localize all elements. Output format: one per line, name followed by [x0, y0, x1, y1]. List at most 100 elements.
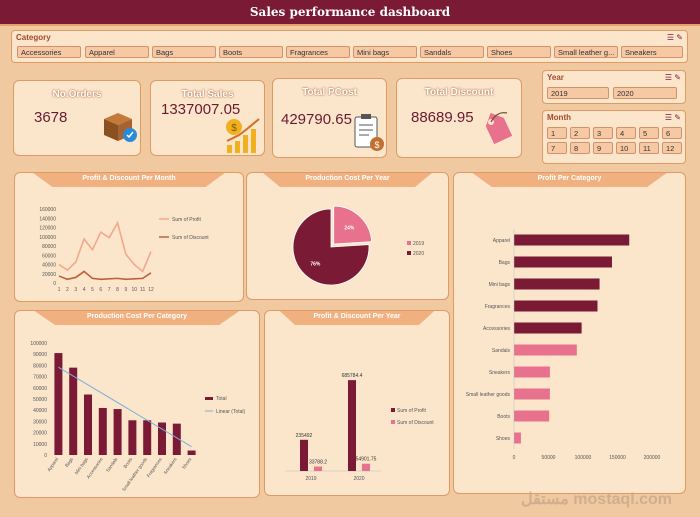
legend-swatch	[391, 408, 395, 412]
chart-title: Profit Per Category	[537, 175, 602, 182]
year-chip[interactable]: 2020	[613, 87, 677, 99]
bar	[348, 380, 356, 471]
bar-data-label: 33788.2	[309, 460, 327, 466]
legend-swatch	[407, 241, 411, 245]
y-tick-label: 40000	[33, 408, 47, 414]
x-tick-label: 2	[66, 287, 69, 293]
category-label: Small leather goods	[466, 392, 511, 398]
bar-chart: 0 10000 20000 30000 40000 50000 60000 70000 8000…	[30, 341, 245, 492]
x-tick-label: 0	[513, 455, 516, 461]
watermark: مستقل mostaql.com	[520, 491, 672, 508]
x-tick-label: 7	[108, 287, 111, 293]
month-chip[interactable]: 10	[616, 142, 636, 154]
bar	[514, 410, 550, 422]
panel-header: Profit & Discount Per Month	[33, 173, 225, 187]
slicer-filter-icons[interactable]: ☰ ✎	[664, 113, 681, 122]
legend-label: 2020	[413, 251, 424, 257]
bar-data-label: 54901.75	[356, 457, 377, 463]
month-chip[interactable]: 1	[547, 127, 567, 139]
y-tick-label: 80000	[42, 244, 56, 250]
category-chip[interactable]: Accessories	[17, 46, 81, 58]
category-label: Accessories	[483, 326, 510, 332]
price-tag-icon	[485, 112, 513, 145]
y-tick-label: 0	[53, 281, 56, 287]
category-chip[interactable]: Shoes	[487, 46, 551, 58]
month-chip[interactable]: 12	[662, 142, 682, 154]
bar	[54, 353, 63, 455]
category-label: Sandals	[105, 456, 119, 473]
category-chip[interactable]: Sandals	[420, 46, 484, 58]
month-chip[interactable]: 2	[570, 127, 590, 139]
x-tick-label: 12	[148, 287, 154, 293]
panel-production-cost-year: Production Cost Per Year 24% 2019 76% 2020	[246, 172, 449, 300]
category-chip[interactable]: Apparel	[85, 46, 149, 58]
panel-header: Production Cost Per Category	[34, 311, 240, 325]
bar	[187, 450, 196, 455]
bar	[362, 463, 370, 471]
y-tick-label: 20000	[42, 272, 56, 278]
category-label: Sneakers	[489, 370, 511, 376]
x-tick-label: 8	[116, 287, 119, 293]
month-chip[interactable]: 7	[547, 142, 567, 154]
bar	[514, 278, 600, 290]
bar	[514, 234, 630, 246]
category-chip[interactable]: Boots	[219, 46, 283, 58]
category-chip[interactable]: Sneakers	[621, 46, 683, 58]
chart-title: Production Cost Per Year	[305, 175, 390, 182]
slicer-filter-icons[interactable]: ☰ ✎	[666, 33, 683, 42]
kpi-value: 429790.65	[281, 111, 352, 128]
category-chip[interactable]: Fragrances	[286, 46, 350, 58]
y-tick-label: 120000	[39, 226, 56, 232]
chart-title: Profit & Discount Per Month	[82, 175, 176, 182]
panel-header: Profit & Discount Per Year	[279, 311, 435, 325]
x-tick-label: 11	[140, 287, 145, 293]
category-chip[interactable]: Mini bags	[353, 46, 417, 58]
pie-slice	[292, 208, 370, 286]
year-chip[interactable]: 2019	[547, 87, 609, 99]
kpi-discount-card: Total Discount 88689.95	[396, 78, 522, 158]
panel-profit-discount-month: Profit & Discount Per Month 0 20000 40000 6…	[14, 172, 244, 302]
slicer-filter-icons[interactable]: ☰ ✎	[664, 73, 681, 82]
bar	[514, 432, 521, 444]
x-tick-label: 200000	[644, 455, 661, 461]
x-tick-label: 2019	[305, 476, 316, 482]
category-label: Shoes	[181, 456, 193, 470]
grouped-bar-chart: 235492 33788.2 2019 685784.4 54901.75 2020 Sum…	[285, 373, 434, 482]
bar	[514, 344, 577, 356]
category-chip[interactable]: Bags	[152, 46, 216, 58]
y-tick-label: 100000	[39, 235, 56, 241]
legend-label: Sum of Profit	[172, 217, 202, 223]
month-chip[interactable]: 6	[662, 127, 682, 139]
category-label: Fragrances	[146, 456, 164, 478]
box-check-icon	[104, 113, 137, 142]
kpi-value: 88689.95	[411, 109, 474, 126]
bar	[514, 256, 612, 268]
bar	[172, 423, 181, 455]
panel-header: Production Cost Per Year	[263, 173, 432, 187]
month-chip[interactable]: 3	[593, 127, 613, 139]
slice-data-label: 76%	[310, 262, 321, 268]
month-chip[interactable]: 4	[616, 127, 636, 139]
month-chip[interactable]: 11	[639, 142, 659, 154]
page-title: Sales performance dashboard	[249, 5, 451, 19]
month-chip[interactable]: 9	[593, 142, 613, 154]
y-tick-label: 80000	[33, 363, 47, 369]
month-chip[interactable]: 8	[570, 142, 590, 154]
category-label: Mini bags	[74, 456, 90, 475]
panel-production-cost-category: Production Cost Per Category 0 10000 20000…	[14, 310, 260, 498]
kpi-title: No.Orders	[52, 89, 102, 100]
year-slicer: Year ☰ ✎ 2019 2020	[542, 70, 686, 104]
y-tick-label: 140000	[39, 216, 56, 222]
legend-swatch	[205, 397, 213, 400]
panel-profit-category: Profit Per Category Apparel Bags Mini bags…	[453, 172, 686, 494]
category-label: Fragrances	[485, 304, 511, 310]
category-label: Sandals	[492, 348, 511, 354]
month-chip[interactable]: 5	[639, 127, 659, 139]
category-chip[interactable]: Small leather g...	[554, 46, 618, 58]
trendline	[58, 366, 192, 448]
y-tick-label: 100000	[30, 341, 47, 347]
horizontal-bar-chart: Apparel Bags Mini bags Fragrances Accessorie…	[466, 229, 661, 461]
bar	[314, 466, 322, 471]
month-slicer: Month ☰ ✎ 1 2 3 4 5 6 7 8 9 10 11 12	[542, 110, 686, 164]
bar	[514, 366, 550, 378]
